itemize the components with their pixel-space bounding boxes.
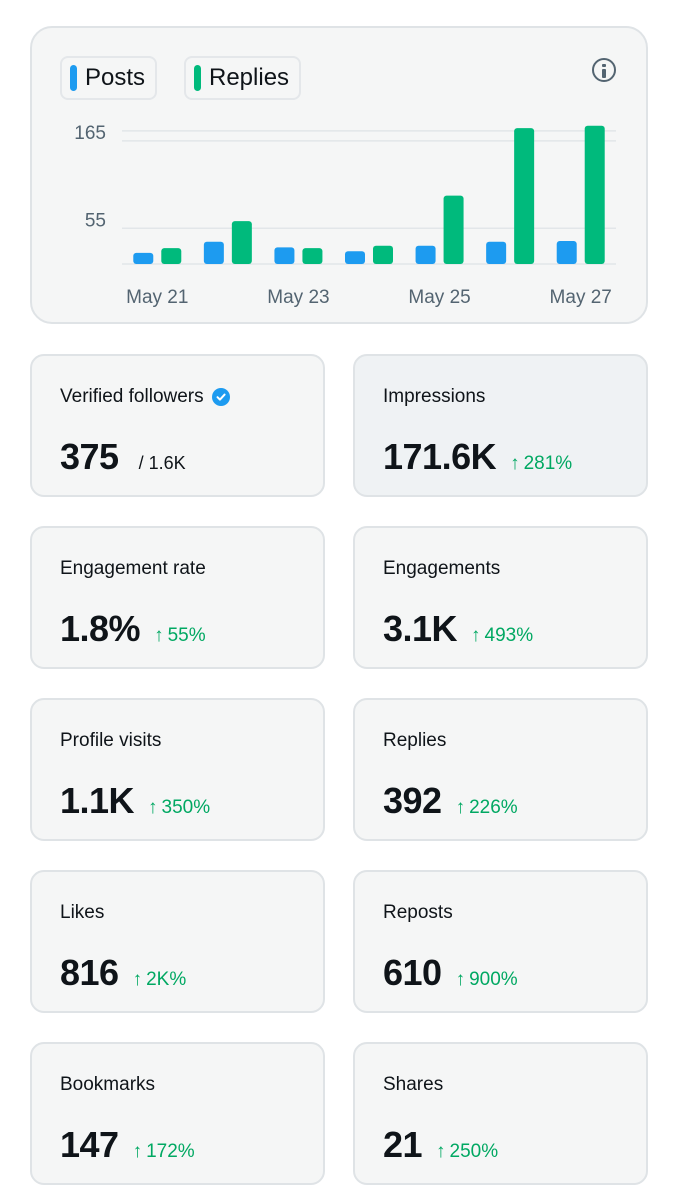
stat-value: 3.1K [383,608,458,649]
bar-chart: 165 55 May 21 May 23 May 25 May 27 [74,123,616,308]
arrow-up-icon: ↑ [132,969,143,990]
engagement-chart-card: Posts Replies 165 55 May 21 May 23 May 25 May… [30,26,648,324]
posts-bar [274,247,295,264]
stat-label: Likes [60,902,105,923]
stat-label: Verified followers [60,386,230,408]
replies-bar [584,125,605,264]
stat-value: 610 [383,952,442,993]
x-tick-label: May 23 [267,287,329,308]
stat-label-text: Verified followers [60,386,204,407]
stat-card-impressions[interactable]: Impressions 171.6K ↑ 281% [353,354,648,497]
posts-bar [556,240,577,264]
stat-total: / 1.6K [138,453,186,473]
stat-card-reposts[interactable]: Reposts 610 ↑ 900% [353,870,648,1013]
replies-bar [161,248,182,264]
stat-value: 147 [60,1124,119,1165]
stat-card-likes[interactable]: Likes 816 ↑ 2K% [30,870,325,1013]
arrow-up-icon: ↑ [154,625,164,646]
stat-label: Engagements [383,558,501,579]
stat-change: ↑ 2K% [132,969,187,990]
x-tick-label: May 21 [126,287,188,308]
stat-change: ↑ 172% [132,1141,195,1162]
stat-card-profile-visits[interactable]: Profile visits 1.1K ↑ 350% [30,698,325,841]
stat-change: ↑ 226% [455,797,518,818]
y-tick-label: 165 [74,123,106,144]
x-tick-label: May 27 [550,287,612,308]
arrow-up-icon: ↑ [436,1141,446,1162]
stat-card-engagements[interactable]: Engagements 3.1K ↑ 493% [353,526,648,669]
stat-label: Profile visits [60,730,162,751]
stat-change: ↑ 900% [455,969,518,990]
y-tick-label: 55 [85,210,106,231]
stat-label: Shares [383,1074,444,1095]
arrow-up-icon: ↑ [132,1141,143,1162]
legend-replies[interactable]: Replies [184,56,302,100]
stat-value: 1.1K [60,780,135,821]
stat-label: Replies [383,730,447,751]
verified-badge-icon [211,388,230,406]
stat-label: Impressions [383,386,486,407]
replies-bar [514,128,535,264]
arrow-up-icon: ↑ [471,625,481,646]
x-tick-label: May 25 [408,287,470,308]
legend-replies-label: Replies [209,64,290,91]
posts-bar [203,241,224,264]
stat-change: ↑ 250% [436,1141,499,1162]
stat-card-bookmarks[interactable]: Bookmarks 147 ↑ 172% [30,1042,325,1185]
stat-change: ↑ 281% [510,453,573,474]
stat-card-engagement-rate[interactable]: Engagement rate 1.8% ↑ 55% [30,526,325,669]
stat-card-verified-followers[interactable]: Verified followers 375 / 1.6K [30,354,325,497]
stat-value: 21 [383,1124,423,1165]
replies-bar [231,221,252,264]
arrow-up-icon: ↑ [455,969,466,990]
stat-value: 816 [60,952,119,993]
legend-posts-label: Posts [85,64,146,91]
posts-bar [486,241,507,264]
stat-value: 392 [383,780,442,821]
arrow-up-icon: ↑ [148,797,158,818]
stat-label: Engagement rate [60,558,206,579]
info-icon[interactable] [592,58,616,82]
stat-label: Reposts [383,902,453,923]
arrow-up-icon: ↑ [510,453,520,474]
stat-label: Bookmarks [60,1074,156,1095]
replies-bar [443,195,464,264]
replies-bar [302,248,323,264]
arrow-up-icon: ↑ [455,797,466,818]
replies-bar [373,245,393,264]
posts-swatch [70,65,77,91]
stat-value: 1.8% [60,608,141,649]
replies-swatch [194,65,201,91]
stat-value: 375 [60,436,119,477]
stat-value: 171.6K [383,436,497,477]
legend-posts[interactable]: Posts [60,56,158,100]
stat-card-shares[interactable]: Shares 21 ↑ 250% [353,1042,648,1185]
stat-change: ↑ 350% [148,797,211,818]
posts-bar [345,251,365,264]
stat-change: ↑ 55% [154,625,206,646]
posts-bar [415,245,436,264]
posts-bar [133,252,154,264]
stat-change: ↑ 493% [471,625,534,646]
stat-card-replies[interactable]: Replies 392 ↑ 226% [353,698,648,841]
